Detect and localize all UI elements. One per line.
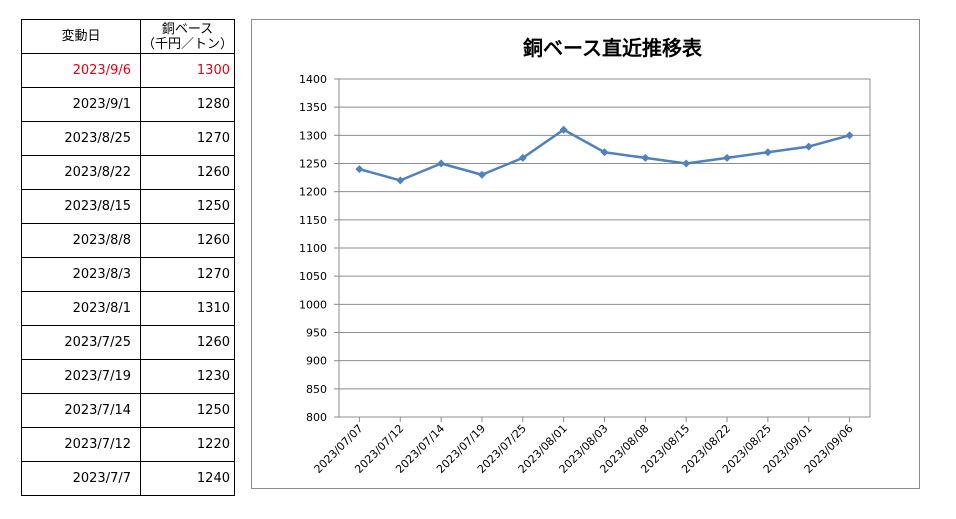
header-price-line1: 銅ベース [161,21,214,37]
price-cell: 1260 [140,155,235,190]
price-cell: 1270 [140,121,235,156]
table-row: 2023/8/8 1260 [21,223,235,258]
table-row: 2023/7/7 1240 [21,461,235,496]
table-row: 2023/8/15 1250 [21,189,235,224]
chart-panel: 銅ベース直近推移表 800 850 900 950 1000 1050 1100 1150 120… [251,19,920,489]
y-tick-label: 1000 [299,298,327,311]
table-row: 2023/7/14 1250 [21,393,235,428]
data-point [723,153,732,162]
y-tick-label: 1400 [299,73,327,86]
date-cell: 2023/8/1 [21,291,141,326]
price-cell: 1260 [140,223,235,258]
date-cell: 2023/7/25 [21,325,141,360]
data-point [641,153,650,162]
data-point [355,165,364,174]
table-row: 2023/7/25 1260 [21,325,235,360]
data-point [518,153,527,162]
table-row: 2023/8/3 1270 [21,257,235,292]
y-tick-label: 1350 [299,101,327,114]
header-price: 銅ベース （千円／トン） [140,19,235,54]
date-cell: 2023/7/14 [21,393,141,428]
table-row: 2023/7/19 1230 [21,359,235,394]
y-tick-label: 1300 [299,129,327,142]
data-point [437,159,446,168]
data-point [763,148,772,157]
date-cell: 2023/8/22 [21,155,141,190]
table-row: 2023/8/1 1310 [21,291,235,326]
date-cell: 2023/7/19 [21,359,141,394]
chart-title: 銅ベース直近推移表 [523,36,703,60]
price-table: 変動日 銅ベース （千円／トン） 2023/9/6 1300 2023/9/1 128… [21,19,235,496]
date-cell: 2023/8/3 [21,257,141,292]
date-cell: 2023/9/1 [21,87,141,122]
price-cell: 1300 [140,53,235,88]
header-price-line2: （千円／トン） [141,36,233,52]
data-point [845,131,854,140]
price-cell: 1270 [140,257,235,292]
price-cell: 1310 [140,291,235,326]
date-cell: 2023/7/7 [21,461,141,496]
table-row: 2023/9/1 1280 [21,87,235,122]
table-row: 2023/8/22 1260 [21,155,235,190]
y-tick-label: 800 [306,411,327,424]
price-cell: 1220 [140,427,235,462]
table-row: 2023/8/25 1270 [21,121,235,156]
y-tick-label: 1150 [299,214,327,227]
table-header-row: 変動日 銅ベース （千円／トン） [21,19,235,54]
price-cell: 1260 [140,325,235,360]
y-tick-label: 1050 [299,270,327,283]
data-point [396,176,405,185]
y-tick-label: 1250 [299,158,327,171]
table-row: 2023/7/12 1220 [21,427,235,462]
date-cell: 2023/8/25 [21,121,141,156]
price-cell: 1230 [140,359,235,394]
date-cell: 2023/8/15 [21,189,141,224]
date-cell: 2023/8/8 [21,223,141,258]
table-row: 2023/9/6 1300 [21,53,235,88]
y-tick-label: 950 [306,327,327,340]
price-cell: 1250 [140,393,235,428]
data-point [804,142,813,151]
data-point [477,170,486,179]
y-tick-label: 1200 [299,186,327,199]
date-cell: 2023/7/12 [21,427,141,462]
data-point [682,159,691,168]
price-cell: 1250 [140,189,235,224]
y-tick-label: 1100 [299,242,327,255]
line-chart: 銅ベース直近推移表 800 850 900 950 1000 1050 1100 1150 120… [299,36,871,476]
y-tick-label: 850 [306,383,327,396]
date-cell: 2023/9/6 [21,53,141,88]
price-cell: 1280 [140,87,235,122]
header-date: 変動日 [21,19,141,54]
data-point [559,125,568,134]
price-cell: 1240 [140,461,235,496]
y-tick-label: 900 [306,355,327,368]
data-point [600,148,609,157]
